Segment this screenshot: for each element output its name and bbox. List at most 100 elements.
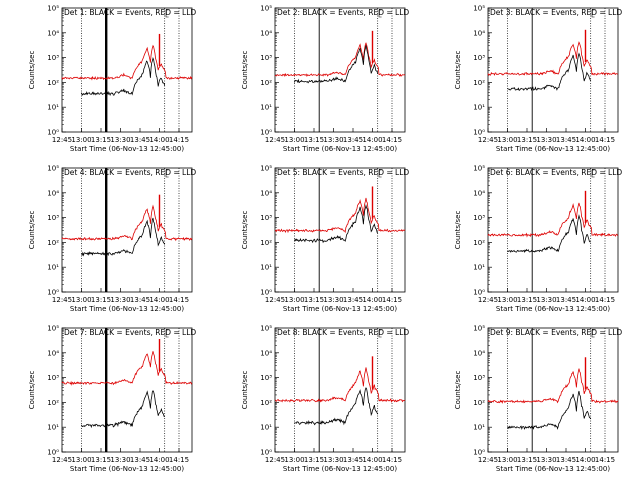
y-tick-label: 10³ xyxy=(260,374,272,382)
y-axis-label: Counts/sec xyxy=(241,51,249,90)
y-tick-label: 10⁴ xyxy=(260,349,272,357)
panel-7: Det 7: BLACK = Events, RED = LLD 10⁰ 10¹ 10… xyxy=(28,325,196,474)
panel-title: Det 4: BLACK = Events, RED = LLD xyxy=(64,168,196,177)
y-tick-label: 10¹ xyxy=(47,104,59,112)
y-tick-label: 10⁵ xyxy=(47,325,59,333)
y-tick-label: 10³ xyxy=(473,54,485,62)
x-tick-label: 14:00 xyxy=(149,296,169,304)
plot-frame xyxy=(61,167,193,293)
x-tick-label: 13:30 xyxy=(110,296,130,304)
panel-title: Det 2: BLACK = Events, RED = LLD xyxy=(277,8,409,17)
y-tick-label: 10² xyxy=(47,79,59,87)
y-tick-label: 10⁰ xyxy=(260,449,272,457)
x-tick-label: 13:15 xyxy=(304,296,324,304)
x-axis-label: Start Time (06-Nov-13 12:45:00) xyxy=(283,465,397,473)
lld-series-line xyxy=(487,368,619,404)
y-tick-label: 10² xyxy=(260,79,272,87)
plot-frame xyxy=(274,327,406,453)
y-axis-label: Counts/sec xyxy=(454,371,462,410)
lld-series-line xyxy=(61,351,193,386)
panel-5: Det 5: BLACK = Events, RED = LLD 10⁰ 10¹ 10… xyxy=(241,165,409,314)
x-tick-label: 13:00 xyxy=(284,296,304,304)
y-tick-label: 10⁰ xyxy=(47,449,59,457)
panel-9: Det 9: BLACK = Events, RED = LLD 10⁰ 10¹ 10… xyxy=(454,325,622,474)
x-tick-label: 13:00 xyxy=(284,136,304,144)
x-tick-label: 12:45 xyxy=(478,456,498,464)
x-tick-label: 13:30 xyxy=(536,136,556,144)
attenuator-mark xyxy=(165,9,169,18)
x-tick-label: 14:15 xyxy=(595,136,615,144)
attenuator-mark xyxy=(378,329,382,338)
x-axis-label: Start Time (06-Nov-13 12:45:00) xyxy=(283,305,397,313)
events-series-line xyxy=(294,387,379,426)
y-tick-label: 10⁰ xyxy=(47,129,59,137)
attenuator-mark xyxy=(165,329,169,338)
panel-title: Det 7: BLACK = Events, RED = LLD xyxy=(64,328,196,337)
y-axis-label: Counts/sec xyxy=(454,211,462,250)
y-tick-label: 10² xyxy=(260,399,272,407)
x-tick-label: 13:30 xyxy=(323,296,343,304)
x-tick-label: 14:00 xyxy=(362,296,382,304)
x-axis-label: Start Time (06-Nov-13 12:45:00) xyxy=(70,145,184,153)
x-tick-label: 13:00 xyxy=(71,296,91,304)
panel-title: Det 5: BLACK = Events, RED = LLD xyxy=(277,168,409,177)
plot-frame xyxy=(61,7,193,133)
y-tick-label: 10³ xyxy=(47,214,59,222)
plot-frame xyxy=(61,327,193,453)
x-tick-label: 14:15 xyxy=(595,296,615,304)
y-tick-label: 10³ xyxy=(47,54,59,62)
x-tick-label: 13:45 xyxy=(130,456,150,464)
events-series-line xyxy=(294,204,379,244)
x-axis-label: Start Time (06-Nov-13 12:45:00) xyxy=(496,305,610,313)
lld-series-line xyxy=(61,204,193,242)
y-tick-label: 10⁵ xyxy=(47,5,59,13)
x-tick-label: 13:30 xyxy=(323,456,343,464)
x-tick-label: 12:45 xyxy=(265,296,285,304)
y-tick-label: 10⁴ xyxy=(260,29,272,37)
y-tick-label: 10⁵ xyxy=(260,165,272,173)
x-tick-label: 12:45 xyxy=(52,296,72,304)
y-tick-label: 10² xyxy=(47,399,59,407)
x-tick-label: 13:45 xyxy=(343,456,363,464)
panel-2: Det 2: BLACK = Events, RED = LLD 10⁰ 10¹ 10… xyxy=(241,5,409,154)
x-tick-label: 13:45 xyxy=(556,296,576,304)
y-tick-label: 10⁰ xyxy=(473,129,485,137)
y-tick-label: 10⁵ xyxy=(260,325,272,333)
y-tick-label: 10⁴ xyxy=(473,349,485,357)
x-tick-label: 14:00 xyxy=(149,456,169,464)
x-tick-label: 13:45 xyxy=(130,136,150,144)
events-series-line xyxy=(81,56,166,97)
x-tick-label: 13:00 xyxy=(71,456,91,464)
y-tick-label: 10² xyxy=(260,239,272,247)
x-tick-label: 14:00 xyxy=(362,456,382,464)
x-tick-label: 13:15 xyxy=(91,136,111,144)
events-series-line xyxy=(81,390,165,429)
x-tick-label: 13:30 xyxy=(323,136,343,144)
y-tick-label: 10³ xyxy=(260,214,272,222)
x-tick-label: 14:15 xyxy=(595,456,615,464)
lld-series-line xyxy=(61,44,193,81)
plot-frame xyxy=(487,7,619,133)
y-tick-label: 10² xyxy=(473,239,485,247)
panel-6: Det 6: BLACK = Events, RED = LLD 10⁰ 10¹ 10… xyxy=(454,165,622,314)
y-tick-label: 10⁰ xyxy=(473,449,485,457)
x-tick-label: 13:45 xyxy=(343,296,363,304)
y-tick-label: 10⁴ xyxy=(473,29,485,37)
lld-series-line xyxy=(487,41,619,77)
x-tick-label: 12:45 xyxy=(478,136,498,144)
lld-series-line xyxy=(487,202,618,238)
y-tick-label: 10³ xyxy=(47,374,59,382)
x-tick-label: 13:30 xyxy=(536,296,556,304)
panel-1: Det 1: BLACK = Events, RED = LLD 10⁰ 10¹ 10… xyxy=(28,5,196,154)
x-tick-label: 13:45 xyxy=(343,136,363,144)
x-tick-label: 13:15 xyxy=(517,136,537,144)
panel-title: Det 6: BLACK = Events, RED = LLD xyxy=(490,168,622,177)
x-tick-label: 13:15 xyxy=(517,456,537,464)
events-series-line xyxy=(507,52,592,92)
attenuator-mark xyxy=(591,329,595,338)
y-tick-label: 10¹ xyxy=(260,104,272,112)
y-tick-label: 10⁵ xyxy=(260,5,272,13)
x-axis-label: Start Time (06-Nov-13 12:45:00) xyxy=(496,145,610,153)
events-series-line xyxy=(81,217,166,257)
